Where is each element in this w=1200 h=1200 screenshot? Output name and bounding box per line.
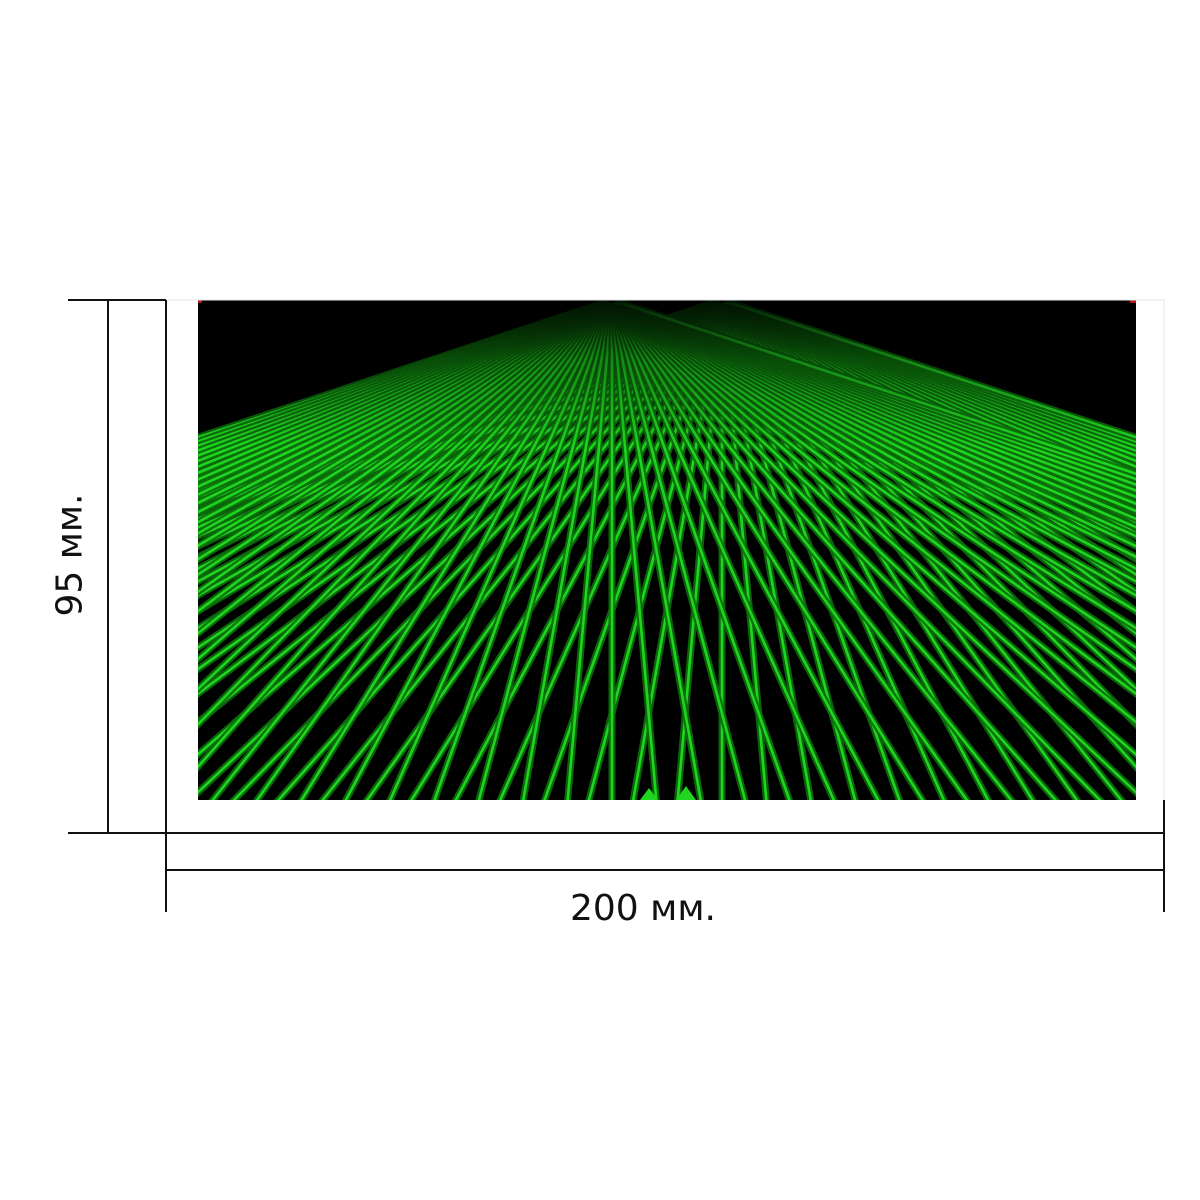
artwork-bottom-tip	[640, 786, 696, 800]
corner-accent-left	[198, 300, 202, 303]
artwork-image	[198, 300, 1136, 800]
height-dimension	[68, 299, 1164, 834]
width-label: 200 мм.	[570, 888, 716, 929]
height-label: 95 мм.	[49, 493, 91, 617]
horizon-haze	[198, 300, 1136, 800]
width-dimension	[165, 800, 1165, 912]
corner-accent-right	[1130, 300, 1136, 303]
